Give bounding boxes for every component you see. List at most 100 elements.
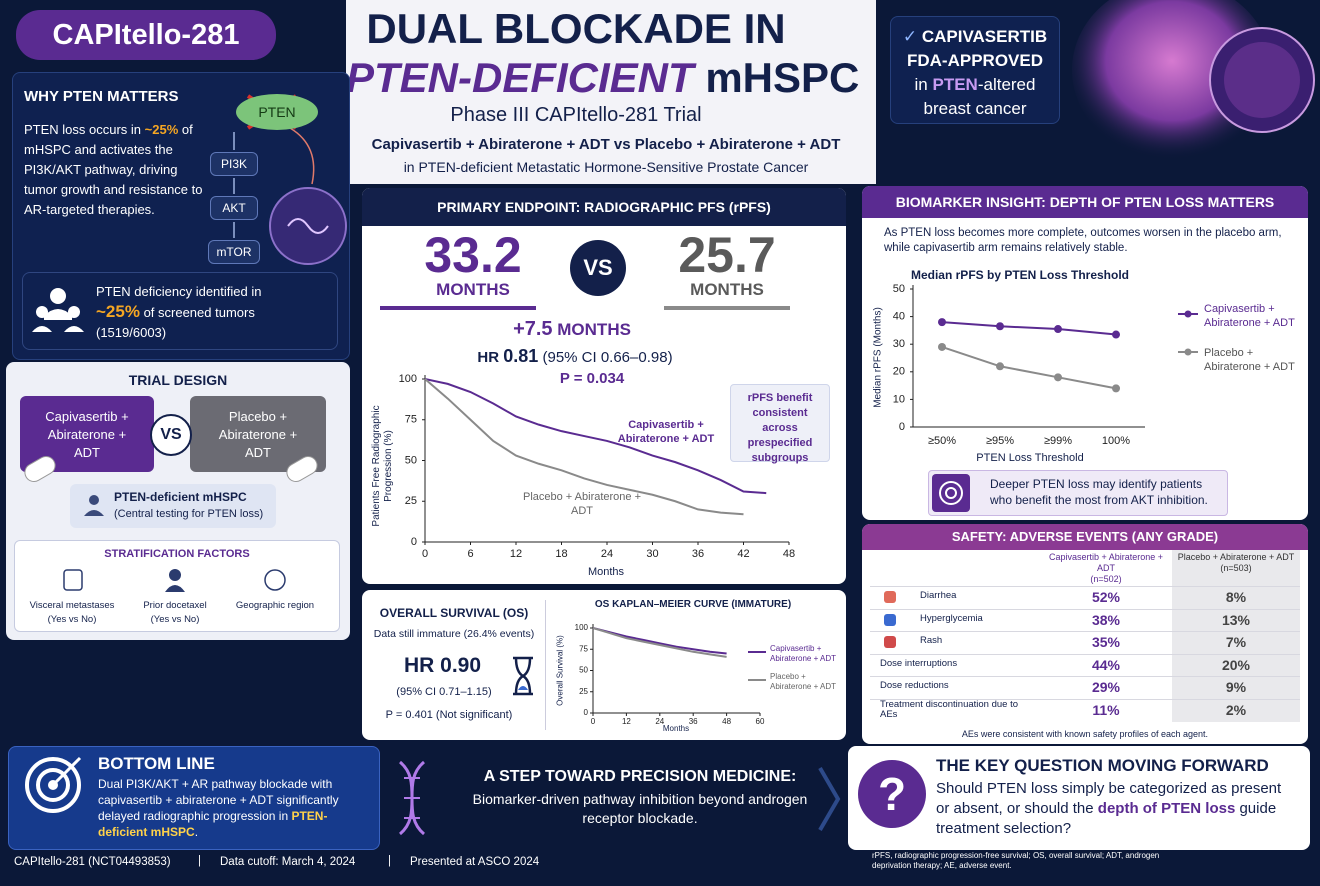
cell-value: 20% [1221, 656, 1251, 673]
row-label: Dose interruptions [880, 657, 958, 669]
fda-text: -altered [977, 75, 1036, 94]
comparison: Capivasertib + Abiraterone + ADT vs Plac… [371, 136, 841, 153]
column-shade [1172, 550, 1300, 722]
y-tick-label: 0 [411, 536, 417, 548]
arm-box: Capivasertib + Abiraterone + ADT [20, 396, 154, 472]
row-label: Dose reductions [880, 680, 949, 692]
callout-text: rPFS benefit consistent across prespecif… [747, 392, 813, 464]
x-tick-label: 100% [1102, 435, 1130, 447]
series-label: Placebo + Abiraterone + ADT [522, 491, 642, 517]
population-label: PTEN-deficient mHSPC [114, 490, 247, 504]
highlight: ~25% [144, 122, 179, 137]
footer-item: CAPItello-281 (NCT04493853) [14, 856, 171, 868]
legend-label: Capivasertib + Abiraterone + ADT [1204, 303, 1295, 329]
abbreviations: rPFS, radiographic progression-free surv… [872, 851, 1160, 870]
x-tick-label: 6 [467, 548, 473, 560]
text: Dual PI3K/AKT + AR pathway blockade with… [98, 777, 339, 823]
y-tick-label: 50 [405, 454, 417, 466]
population-box [70, 484, 276, 528]
os-note: Data still immature (26.4% events) [373, 628, 535, 640]
cell-value: 11% [1092, 702, 1120, 718]
cell-value: 44% [1091, 656, 1121, 673]
y-axis-label: Overall Survival (%) [555, 635, 565, 706]
y-tick-label: 25 [405, 495, 417, 507]
section-title: WHY PTEN MATTERS [24, 88, 179, 105]
callout [928, 470, 1228, 516]
x-tick-label: 24 [601, 548, 613, 560]
text: Should PTEN loss simply be categorized a… [936, 780, 1282, 817]
panel-header [862, 524, 1308, 550]
row-line [870, 676, 1300, 678]
factor-detail: (Yes vs No) [47, 614, 97, 625]
row-label: Treatment discontinuation due to AEs [880, 699, 1019, 720]
deficiency-text: PTEN deficiency identified in ~25% of sc… [96, 282, 332, 343]
factor-detail: (Yes vs No) [150, 614, 200, 625]
fda-pten: PTEN [932, 75, 978, 94]
y-tick-label: 0 [584, 708, 589, 717]
series-label: Capivasertib + Abiraterone + ADT [617, 419, 715, 445]
biomarker-text: As PTEN loss becomes more complete, outc… [884, 227, 1282, 254]
question-body: Should PTEN loss simply be categorized a… [936, 779, 1286, 839]
y-tick-label: 25 [579, 687, 588, 696]
cell-value: 52% [1091, 589, 1121, 605]
people-icon [32, 288, 84, 332]
chart-title: OS KAPLAN–MEIER CURVE (IMMATURE) [594, 599, 792, 610]
point [938, 342, 946, 351]
column-name: Placebo + Abiraterone + ADT [1177, 552, 1295, 562]
highlight: depth of PTEN loss [1097, 800, 1236, 817]
hourglass-icon [513, 656, 533, 696]
legend-label: Placebo + Abiraterone + ADT [770, 672, 837, 691]
fda-line1: ✓ CAPIVASERTIB [891, 25, 1059, 49]
point [996, 322, 1004, 331]
x-tick-label: 18 [555, 548, 567, 560]
title-rest: mHSPC [693, 54, 860, 101]
highlight: ~25% [96, 302, 140, 321]
chart-title: Median rPFS by PTEN Loss Threshold [910, 268, 1130, 282]
series-line [941, 321, 1117, 336]
panel-title: PRIMARY ENDPOINT: RADIOGRAPHIC PFS (rPFS… [437, 199, 771, 215]
text: (1519/6003) [96, 325, 167, 340]
os-chart: 0 25 50 75 100 0 12 24 36 48 60 [575, 623, 765, 726]
difference-unit: MONTHS [552, 320, 631, 339]
highlight: PTEN-deficient mHSPC [98, 809, 328, 839]
section-title: OVERALL SURVIVAL (OS) [379, 606, 529, 620]
x-tick-label: ≥50% [928, 435, 956, 447]
column-header: Capivasertib + Abiraterone + ADT (n=502) [1042, 552, 1170, 585]
row-icon [884, 636, 896, 649]
x-axis-label: PTEN Loss Threshold [976, 452, 1084, 464]
pathway-node: PTEN [236, 94, 318, 130]
callout: rPFS benefit consistent across prespecif… [730, 384, 830, 464]
difference-value: +7.5 [513, 318, 553, 340]
panel-header [362, 188, 846, 226]
row-icon [884, 613, 896, 626]
x-tick-label: 48 [783, 548, 795, 560]
y-tick-label: 100 [399, 373, 417, 385]
x-tick-label: 36 [689, 717, 698, 726]
badge: CAPItello-281 [16, 10, 276, 60]
os-ci: (95% CI 0.71–1.15) [396, 686, 492, 698]
row-line [870, 699, 1300, 700]
dna-icon [398, 760, 426, 836]
chevron [818, 766, 841, 832]
x-tick-label: 24 [655, 717, 664, 726]
x-axis-label: Months [662, 724, 690, 733]
row-label: Hyperglycemia [920, 612, 983, 624]
why-body: PTEN loss occurs in ~25% of mHSPC and ac… [24, 120, 204, 220]
column-name: Capivasertib + Abiraterone + ADT [1048, 552, 1164, 573]
x-tick-label: 36 [692, 548, 704, 560]
factor-label: Geographic region [235, 600, 315, 611]
cell-value: 13% [1221, 611, 1251, 628]
people-icon [84, 495, 104, 516]
pill-icons [24, 456, 318, 482]
vs-badge: VS [570, 240, 626, 296]
header-bg [346, 0, 876, 184]
legend-swatches [1178, 310, 1198, 356]
subtitle: Phase III CAPItello-281 Trial [450, 104, 702, 126]
point [1112, 330, 1120, 339]
big-number: 25.7 [678, 227, 776, 283]
panel-title: BIOMARKER INSIGHT: DEPTH OF PTEN LOSS MA… [895, 194, 1275, 210]
x-tick-label: 42 [737, 548, 749, 560]
panel-title: SAFETY: ADVERSE EVENTS (ANY GRADE) [951, 529, 1219, 544]
panel-header [862, 186, 1308, 218]
check-icon: ✓ [902, 27, 922, 46]
